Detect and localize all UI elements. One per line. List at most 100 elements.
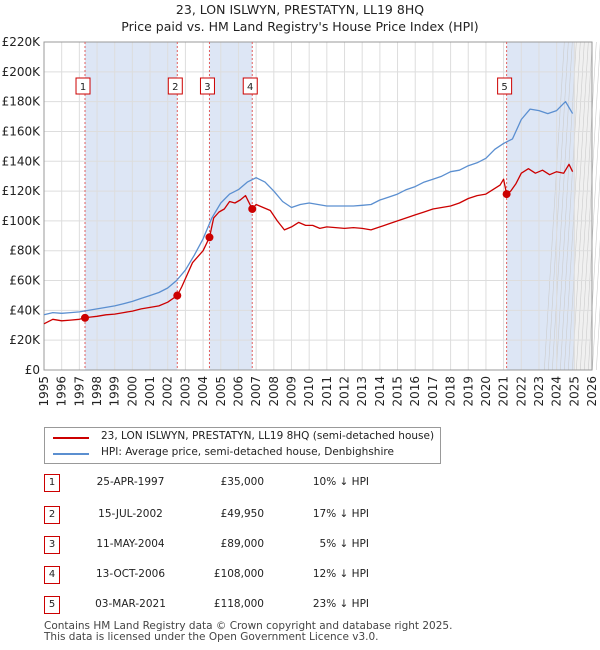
x-tick-label: 2003 — [178, 376, 192, 407]
x-tick-label: 2001 — [143, 376, 157, 407]
chart-title: 23, LON ISLWYN, PRESTATYN, LL19 8HQ — [175, 2, 425, 17]
x-tick-label: 2012 — [338, 376, 352, 407]
ownership-shade — [209, 42, 253, 370]
x-tick-label: 2005 — [214, 376, 228, 407]
y-tick-label: £200K — [2, 65, 42, 79]
y-tick-label: £120K — [2, 184, 42, 198]
x-tick-label: 2016 — [408, 376, 422, 407]
x-tick-label: 2000 — [125, 376, 139, 407]
legend-swatch-property — [53, 437, 89, 439]
sale-row: 4 13-OCT-2006 £108,000 12% ↓ HPI — [44, 566, 404, 584]
y-tick-label: £60K — [9, 274, 41, 288]
sale-point — [248, 204, 257, 213]
chart-subtitle: Price paid vs. HM Land Registry's House … — [121, 19, 479, 34]
sale-hpi-diff: 5% ↓ HPI — [319, 538, 369, 550]
y-tick-label: £20K — [9, 333, 41, 347]
x-tick-label: 2018 — [444, 376, 458, 407]
x-tick-label: 2013 — [355, 376, 369, 407]
sale-date: 15-JUL-2002 — [98, 508, 163, 520]
future-hatch — [548, 41, 569, 371]
marker-box — [75, 77, 91, 95]
y-tick-label: £160K — [2, 124, 42, 138]
sale-number: 4 — [44, 566, 60, 584]
y-tick-label: £40K — [9, 303, 41, 317]
y-tick-label: £80K — [9, 244, 41, 258]
sale-row: 1 25-APR-1997 £35,000 10% ↓ HPI — [44, 474, 404, 492]
future-hatch — [552, 41, 573, 371]
x-tick-label: 1996 — [55, 376, 69, 407]
future-hatch — [576, 41, 597, 371]
sale-point — [81, 313, 90, 322]
series-line-hpi — [43, 100, 574, 316]
sale-date: 13-OCT-2006 — [96, 568, 165, 580]
marker-label: 1 — [80, 82, 86, 93]
x-tick-label: 2026 — [585, 376, 599, 407]
legend-label-hpi: HPI: Average price, semi-detached house,… — [101, 446, 394, 458]
sale-number: 1 — [44, 474, 60, 492]
sale-number: 2 — [44, 506, 60, 524]
x-tick-label: 2019 — [461, 376, 475, 407]
x-tick-label: 2022 — [514, 376, 528, 407]
sale-date: 25-APR-1997 — [96, 476, 165, 488]
sale-row: 2 15-JUL-2002 £49,950 17% ↓ HPI — [44, 506, 404, 524]
ownership-shade — [506, 42, 575, 370]
x-tick-label: 2014 — [373, 376, 387, 407]
x-tick-label: 2011 — [320, 376, 334, 407]
sale-number: 5 — [44, 596, 60, 614]
sale-price: £89,000 — [220, 538, 264, 550]
marker-box — [497, 77, 513, 95]
chart-legend: 23, LON ISLWYN, PRESTATYN, LL19 8HQ (sem… — [44, 427, 441, 464]
x-tick-label: 2002 — [161, 376, 175, 407]
legend-label-property: 23, LON ISLWYN, PRESTATYN, LL19 8HQ (sem… — [101, 430, 435, 442]
series-line-property — [43, 163, 574, 325]
legend-swatch-hpi — [53, 453, 89, 455]
sale-price: £49,950 — [220, 508, 264, 520]
y-tick-label: £180K — [2, 95, 42, 109]
footer-licence: This data is licensed under the Open Gov… — [44, 631, 379, 643]
sale-hpi-diff: 17% ↓ HPI — [312, 508, 369, 520]
x-tick-label: 2025 — [567, 376, 581, 407]
sale-price: £118,000 — [213, 598, 264, 610]
sale-row: 5 03-MAR-2021 £118,000 23% ↓ HPI — [44, 596, 404, 614]
y-tick-label: £0 — [25, 363, 40, 377]
future-hatch — [560, 41, 581, 371]
price-chart: £0 £20K £40K £60K £80K £100K £120K £140K £160K £1… — [2, 35, 600, 407]
marker-box — [199, 77, 215, 95]
x-tick-label: 2023 — [532, 376, 546, 407]
sale-point — [502, 190, 511, 199]
y-tick-label: £100K — [2, 214, 42, 228]
sale-point — [173, 291, 182, 300]
marker-label: 2 — [172, 82, 178, 93]
marker-label: 4 — [247, 82, 253, 93]
x-tick-label: 2017 — [426, 376, 440, 407]
y-tick-label: £220K — [2, 35, 42, 49]
x-tick-label: 2015 — [391, 376, 405, 407]
future-hatch — [568, 41, 589, 371]
x-tick-label: 2004 — [196, 376, 210, 407]
sale-hpi-diff: 10% ↓ HPI — [312, 476, 369, 488]
plot-frame — [43, 41, 593, 371]
x-tick-label: 1998 — [90, 376, 104, 407]
sale-hpi-diff: 23% ↓ HPI — [312, 598, 369, 610]
x-tick-label: 1999 — [108, 376, 122, 407]
marker-label: 5 — [501, 82, 507, 93]
future-hatch — [584, 107, 600, 371]
x-tick-label: 2009 — [284, 376, 298, 407]
sale-date: 11-MAY-2004 — [96, 538, 165, 550]
sale-row: 3 11-MAY-2004 £89,000 5% ↓ HPI — [44, 536, 404, 554]
x-tick-label: 2008 — [267, 376, 281, 407]
sale-price: £108,000 — [213, 568, 264, 580]
future-hatch — [592, 239, 600, 371]
sale-date: 03-MAR-2021 — [95, 598, 166, 610]
x-tick-label: 2020 — [479, 376, 493, 407]
x-tick-label: 2024 — [550, 376, 564, 407]
marker-box — [167, 77, 183, 95]
sale-point — [205, 233, 214, 242]
sale-price: £35,000 — [220, 476, 264, 488]
x-tick-label: 2006 — [231, 376, 245, 407]
future-hatch — [556, 41, 577, 371]
marker-box — [242, 77, 258, 95]
sale-hpi-diff: 12% ↓ HPI — [312, 568, 369, 580]
footer-copyright: Contains HM Land Registry data © Crown c… — [44, 620, 453, 632]
future-hatch — [572, 41, 593, 371]
